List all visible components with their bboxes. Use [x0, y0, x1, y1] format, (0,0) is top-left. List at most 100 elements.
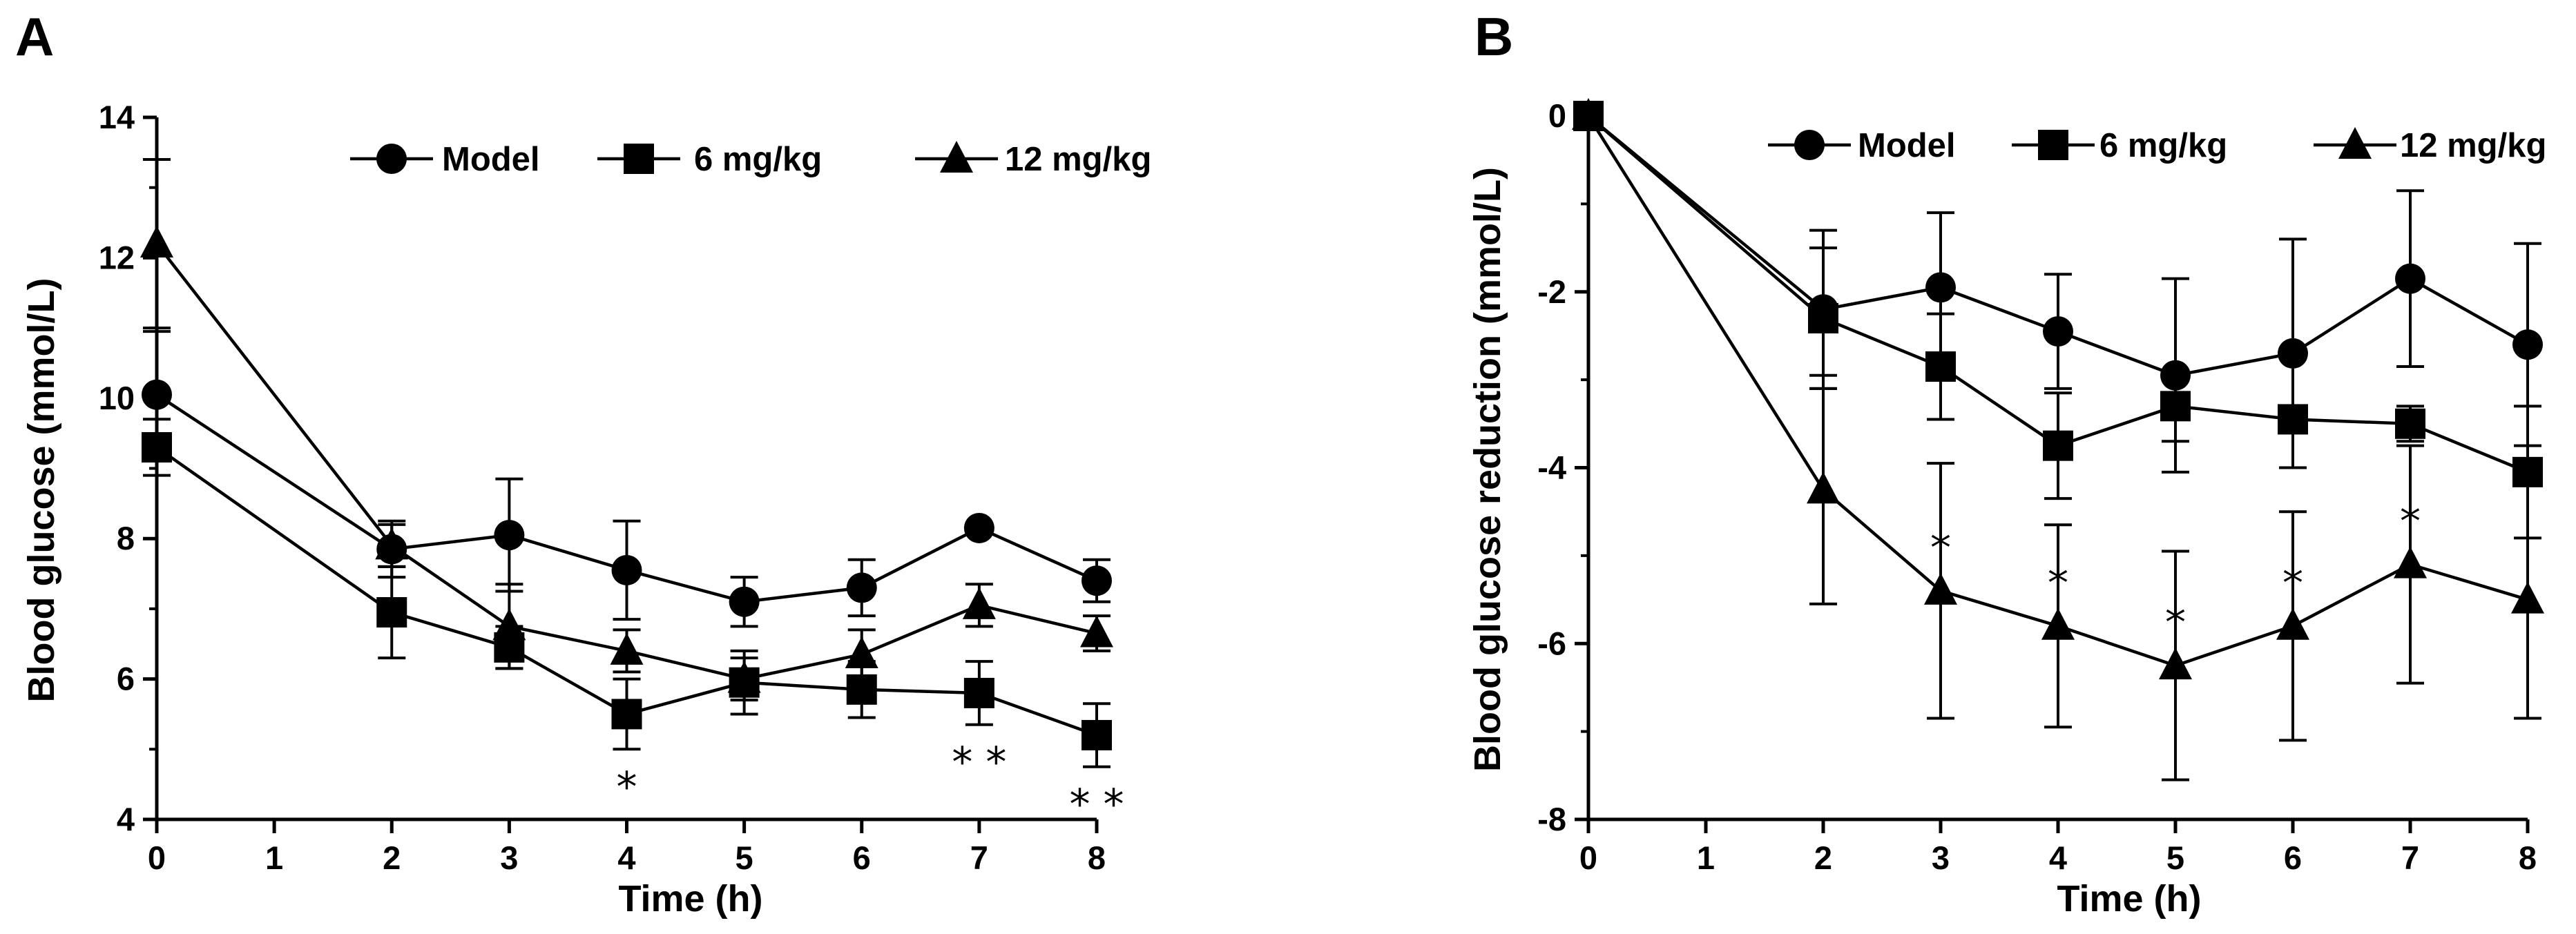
panel-a-y-tick-label: 6 — [117, 661, 135, 697]
panel-a-series-model — [142, 330, 1112, 628]
panel-a-series-model-point — [142, 379, 172, 410]
panel-a-x-tick-label: 1 — [265, 839, 283, 876]
panel-b-label: B — [1474, 6, 1513, 67]
panel-b-significance-marker: * — [1930, 524, 1951, 572]
panel-a-series-12-mg-kg-point — [1080, 615, 1113, 648]
panel-a-series-12-mg-kg-point — [962, 587, 996, 619]
panel-a-label: A — [15, 6, 54, 67]
panel-b-y-tick-label: -8 — [1537, 801, 1566, 837]
panel-b-series-6-mg-kg-point — [2160, 391, 2191, 422]
panel-b-series-model-point — [2278, 338, 2308, 369]
panel-a-series-6-mg-kg-line — [155, 446, 1097, 737]
panel-a-significance-marker: * * — [1069, 781, 1124, 829]
panel-b-legend-marker-model — [1794, 130, 1825, 160]
panel-b-x-tick-label: 4 — [2049, 839, 2067, 876]
panel-b-plot: -8 -6 -4 -2 0 0 1 2 3 4 5 6 7 8 Model 6 mg/kg 12 mg/kg * *… — [1537, 97, 2546, 876]
panel-a-x-tick-label: 0 — [148, 839, 166, 876]
panel-b-legend: Model 6 mg/kg 12 mg/kg — [1768, 127, 2546, 164]
panel-a-series-model-line — [155, 393, 1097, 604]
panel-b-series-12-mg-kg-point — [2511, 581, 2544, 614]
panel-a-series-12-mg-kg-line — [155, 242, 1097, 681]
panel-a-y-tick-label: 8 — [117, 520, 135, 556]
panel-a-x-axis-title: Time (h) — [618, 878, 762, 920]
panel-b-y-tick-label: -6 — [1537, 625, 1566, 661]
panel-a-series-12-mg-kg-point — [375, 527, 409, 560]
panel-b-y-axis-title: Blood glucose reduction (mmol/L) — [1467, 167, 1508, 772]
panel-b-y-tick-label: 0 — [1548, 97, 1566, 134]
panel-a-x-tick-label: 5 — [736, 839, 753, 876]
panel-b-series-12-mg-kg-point — [2394, 546, 2427, 578]
panel-b-series-6-mg-kg-point — [1925, 351, 1956, 382]
panel-b-series-model-line — [1587, 115, 2529, 378]
panel-a-series-6-mg-kg-point — [963, 677, 994, 708]
panel-a-series-model-point — [611, 554, 642, 585]
panel-b-series-12-mg-kg-point — [1924, 572, 1957, 605]
panel-a-series-12-mg-kg — [140, 158, 1113, 702]
panel-b-series-12-mg-kg — [1572, 98, 2544, 781]
panel-a-y-tick-label: 14 — [99, 99, 135, 135]
panel-b-series-12-mg-kg-point — [1572, 98, 1605, 130]
panel-b-x-tick-label: 8 — [2519, 839, 2537, 876]
panel-b-series-12-mg-kg-point — [2041, 607, 2075, 640]
panel-a-x-tick-label: 6 — [853, 839, 871, 876]
panel-b: B -8 -6 -4 -2 0 0 1 2 3 4 5 6 7 8 Model 6 mg/kg 12 mg/kg… — [1467, 6, 2546, 920]
panel-b-x-tick-label: 5 — [2166, 839, 2184, 876]
panel-a-series-12-mg-kg-point — [845, 636, 878, 669]
panel-b-x-tick-label: 0 — [1579, 839, 1597, 876]
panel-b-x-tick-label: 7 — [2401, 839, 2419, 876]
panel-a-y-axis-title: Blood glucose (mmol/L) — [21, 278, 62, 703]
panel-a-legend-marker-model — [376, 144, 407, 174]
panel-a-series-12-mg-kg-point — [140, 226, 173, 258]
panel-b-series-6-mg-kg-point — [2043, 430, 2073, 461]
panel-a-series-12-mg-kg-point — [492, 608, 526, 641]
panel-a-series-6-mg-kg-point — [376, 596, 407, 627]
panel-a-x-tick-label: 7 — [970, 839, 988, 876]
panel-b-series-model-point — [2512, 329, 2543, 360]
panel-a-legend-marker-12-mg-kg — [940, 141, 973, 173]
panel-b-series-model-point — [2395, 263, 2425, 294]
panel-a-y-tick-label: 4 — [117, 801, 135, 837]
panel-a-significance-marker: * * — [952, 739, 1006, 787]
panel-b-series-6-mg-kg-point — [2395, 408, 2425, 439]
panel-b-x-tick-label: 3 — [1932, 839, 1950, 876]
panel-a-series-6-mg-kg-point — [142, 431, 172, 463]
panel-b-significance-marker: * — [2048, 559, 2068, 607]
panel-b-x-tick-label: 6 — [2284, 839, 2302, 876]
panel-a-series-model-point — [729, 586, 760, 617]
panel-a-legend-label: 6 mg/kg — [694, 141, 822, 178]
panel-b-x-tick-label: 2 — [1814, 839, 1832, 876]
panel-b-significance-marker: * — [2400, 498, 2421, 546]
panel-a-x-tick-label: 3 — [500, 839, 518, 876]
panel-a-x-tick-label: 4 — [617, 839, 635, 876]
panel-a-legend-label: 12 mg/kg — [1005, 141, 1151, 178]
panel-b-legend-label: 12 mg/kg — [2400, 127, 2546, 164]
panel-a-series-12-mg-kg-point — [727, 661, 761, 693]
panel-b-series-12-mg-kg-point — [2276, 607, 2309, 640]
panel-a-series-model-point — [846, 572, 877, 603]
panel-a-y-tick-label: 10 — [99, 380, 135, 416]
panel-b-series-model-point — [2043, 316, 2073, 347]
panel-b-series-12-mg-kg-point — [2159, 648, 2192, 680]
panel-a-x-tick-label: 8 — [1088, 839, 1106, 876]
panel-b-y-tick-label: -4 — [1537, 449, 1566, 486]
panel-b-series-model-point — [1925, 272, 1956, 303]
panel-a-legend-marker-6-mg-kg — [624, 144, 654, 174]
panel-a-series-6-mg-kg-point — [1082, 719, 1112, 750]
panel-b-significance-marker: * — [2165, 599, 2186, 647]
panel-a-significance-marker: * — [617, 763, 637, 811]
panel-a-series-model-point — [963, 512, 994, 543]
panel-b-legend-label: 6 mg/kg — [2099, 127, 2227, 164]
panel-b-x-tick-label: 1 — [1697, 839, 1715, 876]
panel-a-legend-label: Model — [442, 141, 540, 178]
panel-a-series-12-mg-kg-point — [610, 632, 644, 665]
panel-b-significance-marker: * — [2282, 559, 2303, 607]
panel-b-series-12-mg-kg-line — [1587, 115, 2528, 668]
panel-a-x-tick-label: 2 — [383, 839, 401, 876]
panel-a-series-model-point — [1082, 565, 1112, 596]
panel-b-x-axis-title: Time (h) — [2057, 878, 2201, 920]
panel-b-legend-label: Model — [1858, 127, 1956, 164]
panel-b-series-12-mg-kg-point — [1807, 471, 1840, 504]
